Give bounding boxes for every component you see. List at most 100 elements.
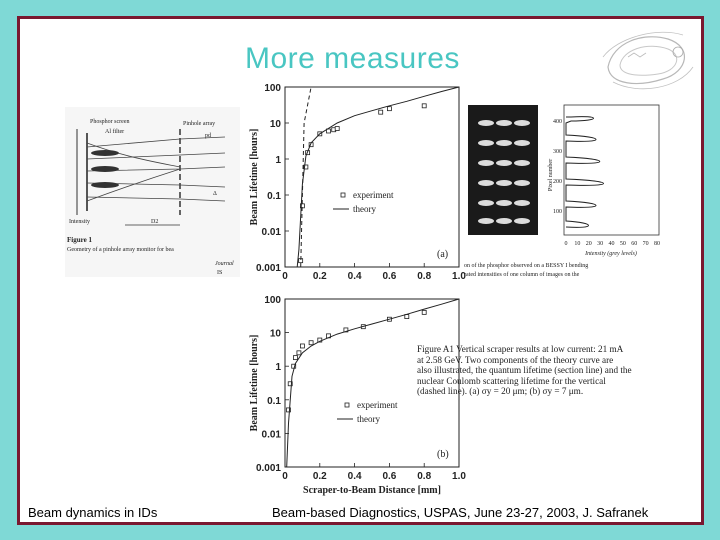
y-tick-label: 100: [264, 295, 281, 306]
profile-y-tick-300: 300: [553, 149, 562, 155]
experiment-point: [386, 106, 392, 112]
left-caption-title: Figure 1: [67, 236, 92, 244]
y-tick-label: 10: [270, 119, 282, 130]
x-tick-label: 0.6: [382, 471, 396, 482]
left-label-d2: D2: [151, 219, 158, 225]
x-tick-label: 0.8: [417, 271, 431, 282]
left-label-pinhole: Pinhole array: [183, 121, 215, 127]
footer-right: Beam-based Diagnostics, USPAS, June 23-2…: [272, 505, 649, 520]
panel-label: (b): [437, 449, 449, 460]
bessy-image-figure: Pixel number 400 300 200 100 0 10 20 30 40 50…: [464, 104, 661, 278]
x-tick-label: 0: [282, 471, 288, 482]
left-label-intensity: Intensity: [69, 219, 90, 225]
y-tick-label: 100: [264, 83, 281, 94]
experiment-point: [334, 126, 340, 131]
intensity-profile-trace: [565, 116, 604, 228]
profile-x-tick: 10: [574, 241, 580, 247]
profile-y-tick-400: 400: [553, 119, 562, 125]
x-tick-label: 0.4: [348, 271, 362, 282]
x-tick-label: 0.2: [313, 271, 327, 282]
figure-a1-line-1: Figure A1 Vertical scraper results at lo…: [417, 344, 624, 354]
x-tick-label: 0.2: [313, 471, 327, 482]
y-tick-label: 0.01: [262, 429, 282, 440]
x-tick-label: 0.4: [348, 471, 362, 482]
experiment-point: [421, 103, 427, 109]
left-label-pd: pd: [205, 133, 211, 139]
phosphor-image: [468, 105, 538, 235]
left-caption-text: Geometry of a pinhole array monitor for …: [67, 246, 174, 253]
experiment-point: [308, 340, 314, 346]
profile-x-tick: 60: [631, 241, 637, 247]
left-label-al-filter: Al filter: [105, 128, 124, 135]
profile-x-tick: 70: [643, 241, 649, 247]
footer-left: Beam dynamics in IDs: [28, 505, 158, 520]
x-tick-label: 0: [282, 271, 288, 282]
slide: More measures Phosphor screen: [17, 16, 704, 525]
sketch-drawing: [602, 31, 694, 90]
legend-experiment-marker: [340, 192, 346, 198]
legend-experiment-marker: [344, 402, 350, 408]
x-axis-label: Scraper-to-Beam Distance [mm]: [303, 485, 441, 496]
right-caption-1: on of the phosphor observed on a BESSY I…: [464, 262, 588, 269]
experiment-point: [293, 355, 298, 361]
y-tick-label: 0.001: [256, 263, 281, 274]
x-tick-label: 0.8: [417, 471, 431, 482]
figure-a1-caption: Figure A1 Vertical scraper results at lo…: [417, 344, 692, 397]
experiment-point: [296, 350, 302, 356]
legend-experiment-label: experiment: [353, 190, 394, 200]
experiment-point: [300, 343, 305, 349]
pinhole-geometry-diagram: Phosphor screen Al filter Pinhole array …: [65, 107, 240, 277]
experiment-point: [378, 109, 384, 115]
experiment-point: [287, 381, 293, 387]
profile-x-tick: 40: [609, 241, 615, 247]
left-figure: Phosphor screen Al filter Pinhole array …: [65, 107, 240, 277]
slide-title: More measures: [245, 42, 460, 75]
plot-frame: [284, 298, 460, 468]
profile-x-tick: 80: [654, 241, 660, 247]
experiment-point: [303, 164, 309, 170]
y-axis-label: Beam Lifetime [hours]: [249, 129, 260, 226]
intensity-profile-frame: [563, 104, 660, 236]
x-tick-label: 0.6: [382, 271, 396, 282]
right-caption-2: rated intensities of one column of image…: [464, 271, 580, 278]
profile-x-tick: 0: [565, 241, 568, 247]
right-figure: Pixel number 400 300 200 100 0 10 20 30 40 50…: [416, 95, 691, 283]
legend-experiment-label: experiment: [357, 400, 398, 410]
theory-line: [286, 298, 460, 468]
x-tick-label: 1.0: [452, 271, 466, 282]
experiment-point: [286, 407, 291, 413]
y-tick-label: 1: [275, 362, 281, 373]
left-label-delta: Δ: [213, 191, 217, 197]
y-tick-label: 0.001: [256, 463, 281, 474]
profile-x-label: Intensity (grey levels): [584, 250, 637, 257]
profile-y-tick-200: 200: [553, 179, 562, 185]
plot-frame: [284, 86, 460, 268]
figure-a1-line-5: (dashed line). (a) σy = 20 μm; (b) σy = …: [417, 386, 584, 397]
y-tick-label: 0.1: [267, 396, 281, 407]
panel-label: (a): [437, 249, 448, 260]
y-tick-label: 0.1: [267, 191, 281, 202]
profile-x-tick: 30: [597, 241, 603, 247]
figure-a1-line-3: also illustrated, the quantum lifetime (…: [417, 365, 632, 376]
y-tick-label: 10: [270, 329, 282, 340]
left-ref-2: IS: [217, 270, 222, 276]
dashed-component-line: [300, 86, 364, 268]
theory-line: [296, 86, 460, 268]
experiment-point: [421, 309, 427, 315]
profile-x-ticks: 0 10 20 30 40 50 60 70 80: [565, 241, 661, 247]
profile-y-label: Pixel number: [548, 159, 554, 191]
figure-a1-line-4: nuclear Coulomb scattering lifetime for …: [417, 375, 606, 386]
y-axis-label: Beam Lifetime [hours]: [249, 335, 260, 432]
profile-x-tick: 50: [620, 241, 626, 247]
legend-theory-label: theory: [353, 204, 376, 214]
y-tick-label: 1: [275, 155, 281, 166]
left-ref-1: Journal: [215, 261, 234, 267]
profile-y-tick-100: 100: [553, 209, 562, 215]
profile-x-tick: 20: [586, 241, 592, 247]
left-label-phosphor: Phosphor screen: [90, 119, 130, 125]
x-tick-label: 1.0: [452, 471, 466, 482]
legend-theory-label: theory: [357, 414, 380, 424]
figure-a1-line-2: at 2.58 GeV. Two components of the theor…: [417, 354, 614, 365]
